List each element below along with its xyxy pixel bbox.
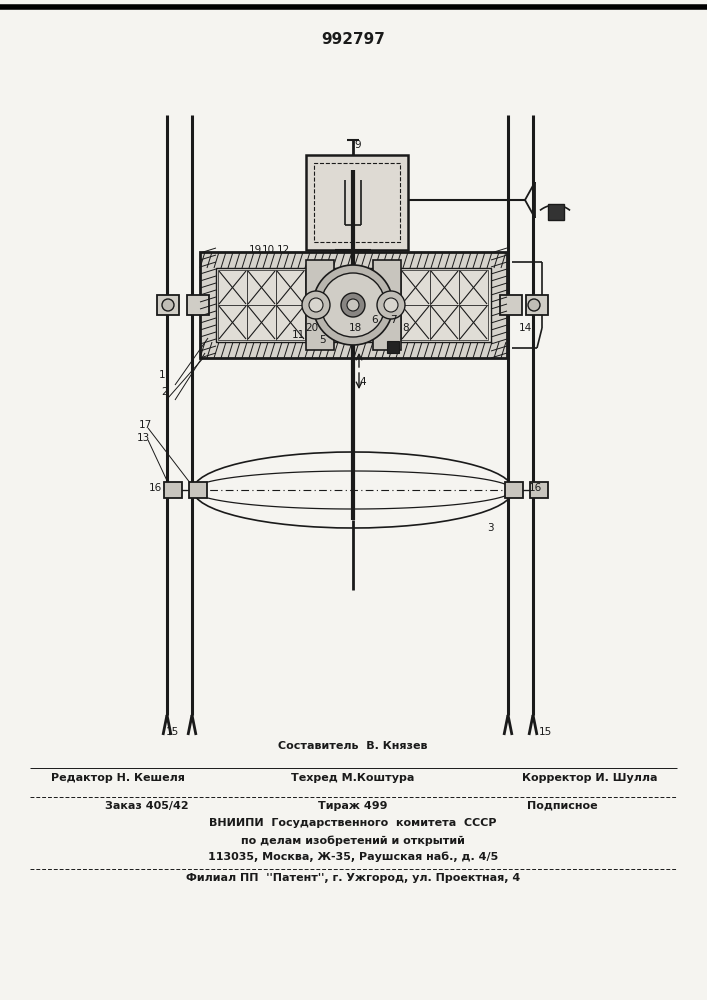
Bar [373, 260, 401, 350]
Text: 12: 12 [276, 245, 290, 255]
Bar [247, 305, 276, 340]
Text: 15: 15 [538, 727, 551, 737]
Bar [164, 482, 182, 498]
Text: Корректор И. Шулла: Корректор И. Шулла [522, 773, 658, 783]
Text: 17: 17 [139, 420, 151, 430]
Circle shape [162, 299, 174, 311]
Text: Составитель  В. Князев: Составитель В. Князев [279, 741, 428, 751]
Bar [247, 270, 276, 305]
Text: по делам изобретений и открытий: по делам изобретений и открытий [241, 835, 465, 846]
Text: 18: 18 [349, 323, 361, 333]
Text: 13: 13 [136, 433, 150, 443]
Circle shape [377, 291, 405, 319]
Bar [276, 305, 305, 340]
Bar [459, 305, 488, 340]
Text: 5: 5 [319, 335, 325, 345]
Bar [401, 305, 430, 340]
Bar [387, 341, 399, 353]
Bar [530, 482, 548, 498]
Bar [459, 270, 488, 305]
Bar [505, 482, 523, 498]
Bar [430, 270, 459, 305]
Bar [187, 295, 209, 315]
Bar [306, 155, 408, 250]
Bar [526, 295, 548, 315]
Text: 15: 15 [165, 727, 179, 737]
Text: Техред М.Коштура: Техред М.Коштура [291, 773, 415, 783]
Bar [216, 268, 491, 342]
Bar [505, 298, 508, 312]
Text: 9: 9 [355, 140, 361, 150]
Text: Тираж 499: Тираж 499 [318, 801, 387, 811]
Text: 8: 8 [403, 323, 409, 333]
Bar [192, 298, 200, 312]
Text: 11: 11 [291, 330, 305, 340]
Circle shape [528, 299, 540, 311]
Circle shape [309, 298, 323, 312]
Bar [200, 252, 507, 358]
Bar [157, 295, 179, 315]
Text: 3: 3 [486, 523, 493, 533]
Text: 10: 10 [262, 245, 274, 255]
Bar [430, 305, 459, 340]
Text: Филиал ПП  ''Патент'', г. Ужгород, ул. Проектная, 4: Филиал ПП ''Патент'', г. Ужгород, ул. Пр… [186, 873, 520, 883]
Text: 20: 20 [305, 323, 319, 333]
Bar [401, 270, 430, 305]
Bar [189, 482, 207, 498]
Text: Заказ 405/42: Заказ 405/42 [105, 801, 189, 811]
Bar [314, 163, 400, 242]
Text: 992797: 992797 [321, 32, 385, 47]
Circle shape [313, 265, 393, 345]
Text: 4: 4 [360, 377, 366, 387]
Text: ВНИИПИ  Государственного  комитета  СССР: ВНИИПИ Государственного комитета СССР [209, 818, 497, 828]
Text: 6: 6 [372, 315, 378, 325]
Circle shape [341, 293, 365, 317]
Text: Подписное: Подписное [527, 801, 598, 811]
Text: 1: 1 [158, 370, 165, 380]
Text: 14: 14 [518, 323, 532, 333]
Bar [218, 270, 247, 305]
Text: 16: 16 [148, 483, 162, 493]
Text: 113035, Москва, Ж-35, Раушская наб., д. 4/5: 113035, Москва, Ж-35, Раушская наб., д. … [208, 852, 498, 862]
Text: 7: 7 [390, 315, 397, 325]
Circle shape [321, 273, 385, 337]
Bar [548, 204, 564, 220]
Text: 19: 19 [248, 245, 262, 255]
Bar [218, 305, 247, 340]
Text: Редактор Н. Кешеля: Редактор Н. Кешеля [51, 773, 185, 783]
Text: 2: 2 [162, 387, 168, 397]
Bar [306, 260, 334, 350]
Bar [276, 270, 305, 305]
Circle shape [384, 298, 398, 312]
Circle shape [302, 291, 330, 319]
Bar [500, 295, 522, 315]
Circle shape [347, 299, 359, 311]
Text: 16: 16 [528, 483, 542, 493]
